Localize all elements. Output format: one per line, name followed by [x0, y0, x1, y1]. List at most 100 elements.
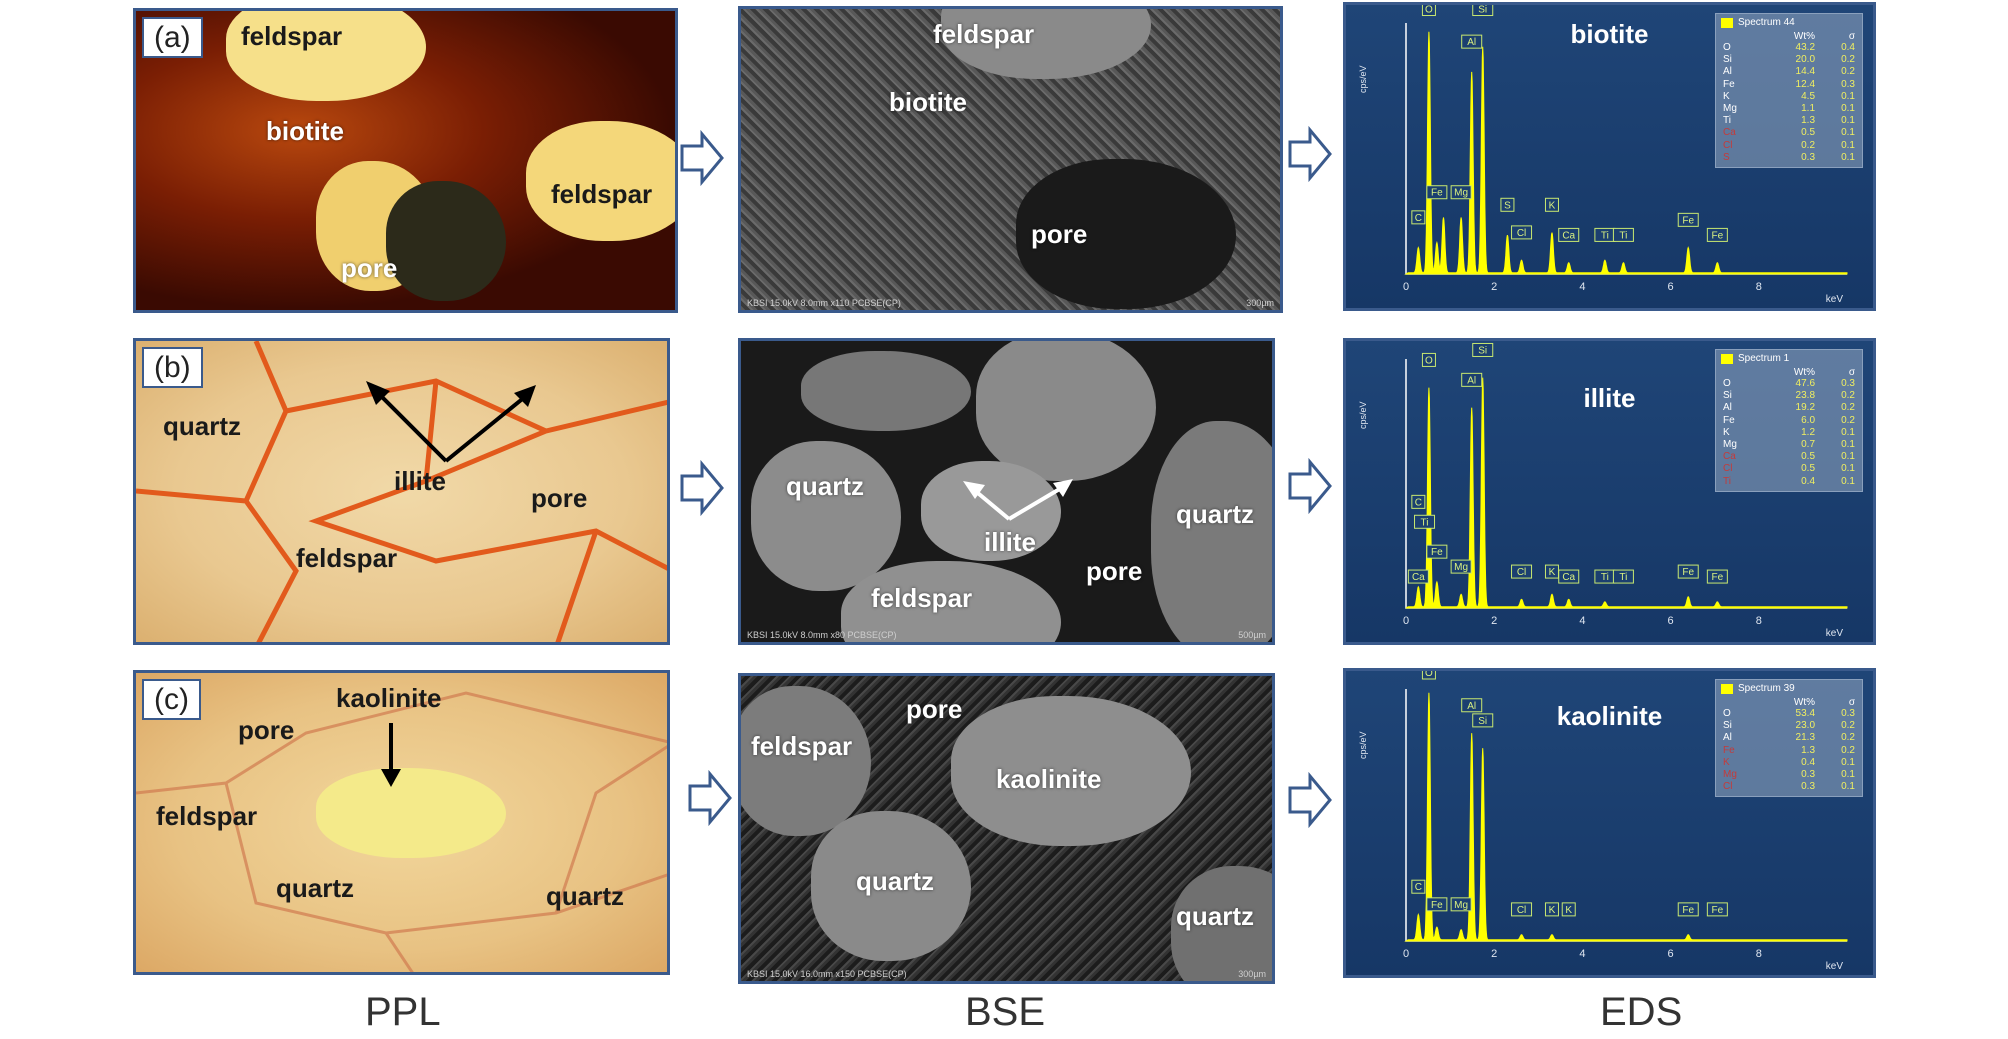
- peak-label: Cl: [1511, 564, 1533, 579]
- svg-text:O: O: [1425, 355, 1433, 366]
- svg-text:Ti: Ti: [1619, 572, 1627, 583]
- svg-text:Ti: Ti: [1601, 230, 1609, 241]
- svg-text:Si: Si: [1478, 716, 1487, 727]
- peak-label: Ca: [1407, 569, 1429, 584]
- panel-tag: (a): [142, 17, 203, 58]
- x-tick-label: 4: [1579, 615, 1585, 627]
- peak-label: Fe: [1706, 902, 1728, 917]
- svg-text:C: C: [1415, 213, 1422, 224]
- element-wt: 19.2: [1795, 402, 1816, 414]
- peak-label: Ti: [1612, 569, 1634, 584]
- svg-text:Fe: Fe: [1682, 905, 1694, 916]
- composition-row: Fe 1.3 0.2: [1721, 745, 1857, 757]
- x-tick-label: 6: [1668, 615, 1674, 627]
- eds-spectrum-c: 0 2 4 6 8 keV cps/eV O Al Si C Fe Mg Cl K K Fe Fe kaolini…: [1343, 668, 1876, 978]
- element-wt: 0.2: [1801, 139, 1816, 151]
- element-symbol: Si: [1723, 720, 1732, 732]
- composition-row: Si 23.0 0.2: [1721, 720, 1857, 732]
- element-sigma: 0.2: [1841, 720, 1855, 732]
- spectrum-trace: [1404, 692, 1848, 942]
- sem-info: KBSI 15.0kV 16.0mm x150 PCBSE(CP): [747, 969, 907, 979]
- label-quartz: quartz: [546, 881, 624, 911]
- composition-row: Fe 12.4 0.3: [1721, 79, 1857, 91]
- x-tick-label: 2: [1491, 615, 1497, 627]
- svg-text:Fe: Fe: [1431, 900, 1443, 911]
- element-symbol: Cl: [1723, 139, 1733, 151]
- svg-text:K: K: [1549, 567, 1556, 578]
- mineral-title: illite: [1583, 383, 1636, 413]
- peak-label: Si: [1472, 713, 1494, 728]
- label-pore: pore: [1031, 219, 1088, 249]
- x-axis-label: keV: [1826, 628, 1844, 639]
- label-biotite: biotite: [889, 87, 967, 117]
- x-axis-label: keV: [1826, 961, 1844, 972]
- panel-tag: (b): [142, 347, 203, 388]
- peak-label: C: [1411, 210, 1426, 225]
- peak-label: S: [1500, 197, 1515, 212]
- element-sigma: 0.2: [1841, 66, 1855, 78]
- peak-label: Ti: [1594, 227, 1616, 242]
- pointer-arrow: [381, 723, 401, 787]
- peak-label: O: [1421, 671, 1436, 680]
- header-sigma: σ: [1848, 31, 1855, 42]
- element-symbol: Mg: [1723, 438, 1737, 450]
- element-sigma: 0.2: [1841, 732, 1855, 744]
- label-kaolinite: kaolinite: [996, 764, 1102, 794]
- spectrum-swatch: [1721, 353, 1733, 364]
- svg-text:Mg: Mg: [1454, 188, 1468, 199]
- quartz-grain: [751, 441, 901, 591]
- feldspar-grain: [526, 121, 675, 241]
- peak-label: Fe: [1706, 569, 1728, 584]
- composition-row: Mg 1.1 0.1: [1721, 103, 1857, 115]
- element-symbol: Al: [1723, 402, 1732, 414]
- column-heading-bse: BSE: [965, 990, 1046, 1034]
- composition-row: S 0.3 0.1: [1721, 152, 1857, 164]
- element-sigma: 0.1: [1841, 90, 1855, 102]
- svg-text:Ca: Ca: [1562, 572, 1575, 583]
- label-pore: pore: [1086, 556, 1143, 586]
- grain: [976, 341, 1156, 481]
- element-sigma: 0.1: [1841, 756, 1855, 768]
- spectrum-swatch: [1721, 17, 1733, 28]
- element-symbol: Fe: [1723, 414, 1735, 426]
- peak-label: Fe: [1426, 185, 1448, 200]
- element-symbol: K: [1723, 426, 1730, 438]
- element-sigma: 0.2: [1841, 744, 1855, 756]
- svg-text:Cl: Cl: [1517, 228, 1526, 239]
- svg-text:Fe: Fe: [1712, 905, 1724, 916]
- element-symbol: Ca: [1723, 451, 1736, 463]
- ppl-image-b: (b) quartz illite pore feldspar: [133, 338, 670, 645]
- element-wt: 6.0: [1801, 414, 1816, 426]
- element-sigma: 0.3: [1841, 78, 1855, 90]
- element-wt: 0.5: [1801, 451, 1816, 463]
- x-tick-label: 0: [1403, 948, 1409, 960]
- svg-text:Ti: Ti: [1619, 230, 1627, 241]
- spectrum-swatch: [1721, 683, 1733, 694]
- peak-label: Mg: [1450, 897, 1472, 912]
- svg-text:O: O: [1425, 671, 1433, 679]
- svg-text:K: K: [1549, 905, 1556, 916]
- spectrum-name: Spectrum 44: [1738, 17, 1795, 28]
- svg-text:Mg: Mg: [1454, 562, 1468, 573]
- peak-label: Mg: [1450, 185, 1472, 200]
- composition-row: Ti 0.4 0.1: [1721, 476, 1857, 488]
- element-wt: 0.4: [1801, 756, 1816, 768]
- label-feldspar: feldspar: [241, 21, 343, 51]
- bse-image-b: quartz illite quartz pore feldspar KBSI …: [738, 338, 1275, 645]
- label-quartz: quartz: [163, 411, 241, 441]
- element-sigma: 0.2: [1841, 390, 1855, 402]
- composition-row: Ca 0.5 0.1: [1721, 451, 1857, 463]
- element-wt: 21.3: [1795, 732, 1816, 744]
- element-sigma: 0.2: [1841, 54, 1855, 66]
- svg-text:C: C: [1415, 497, 1422, 508]
- composition-row: Cl 0.5 0.1: [1721, 463, 1857, 475]
- peak-label: Si: [1472, 5, 1494, 17]
- peak-label: K: [1544, 564, 1559, 579]
- element-symbol: S: [1723, 151, 1730, 163]
- element-wt: 53.4: [1795, 708, 1816, 719]
- element-wt: 23.8: [1795, 390, 1816, 402]
- label-feldspar: feldspar: [751, 731, 853, 761]
